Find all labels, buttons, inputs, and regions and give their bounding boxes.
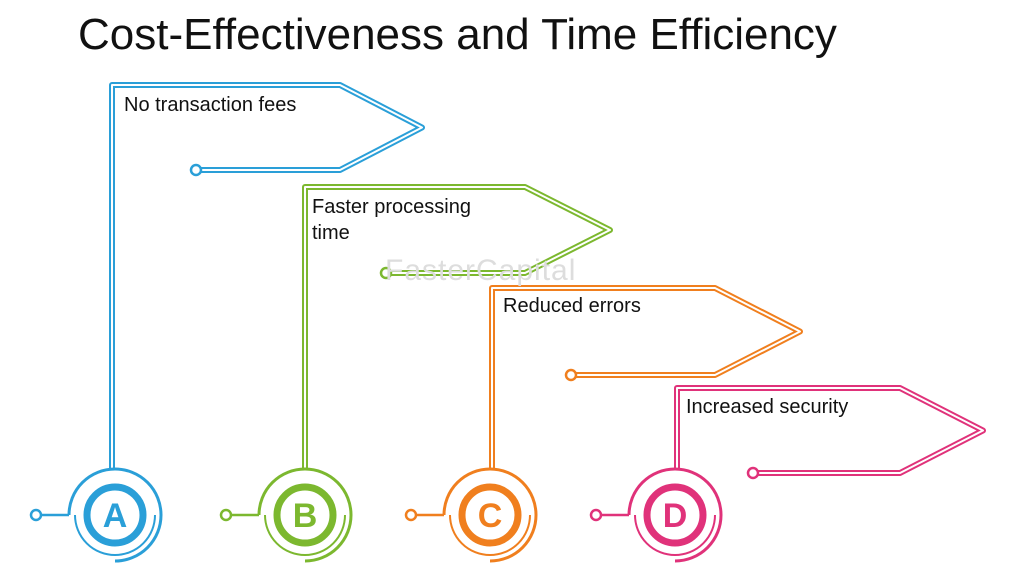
connector-inner xyxy=(304,186,611,470)
badge-letter: A xyxy=(103,497,128,535)
connector-outline xyxy=(109,82,425,470)
badge-tail-end xyxy=(589,508,603,522)
badge-ring xyxy=(257,467,353,563)
badge-ring xyxy=(67,467,163,563)
badge-ring-inner xyxy=(449,514,531,556)
badge-tail-end xyxy=(219,508,233,522)
title: Cost-Effectiveness and Time Efficiency xyxy=(78,10,837,59)
badge-letter: C xyxy=(478,497,503,535)
item-label: Increased security xyxy=(686,396,849,418)
badge-letter: D xyxy=(663,497,688,535)
connector-end xyxy=(189,163,203,177)
connector-end xyxy=(379,266,393,280)
badge-ring xyxy=(627,467,723,563)
connector-end xyxy=(564,368,578,382)
badge xyxy=(643,483,707,547)
badge-ring xyxy=(442,467,538,563)
badge xyxy=(458,483,522,547)
item-label: No transaction fees xyxy=(124,94,297,116)
badge-tail-end xyxy=(404,508,418,522)
connector-inner xyxy=(111,84,423,470)
watermark: FasterCapital xyxy=(385,254,577,287)
badge-tail-end xyxy=(29,508,43,522)
badge-ring-inner xyxy=(634,514,716,556)
item-label: Reduced errors xyxy=(503,295,641,317)
item-label: Faster processing time xyxy=(312,196,471,244)
badge-ring-inner xyxy=(264,514,346,556)
badge-ring-inner xyxy=(74,514,156,556)
badge xyxy=(83,483,147,547)
connector-end xyxy=(746,466,760,480)
badge xyxy=(273,483,337,547)
connector-inner xyxy=(676,387,984,474)
connector-inner xyxy=(491,287,801,470)
badge-letter: B xyxy=(293,497,318,535)
